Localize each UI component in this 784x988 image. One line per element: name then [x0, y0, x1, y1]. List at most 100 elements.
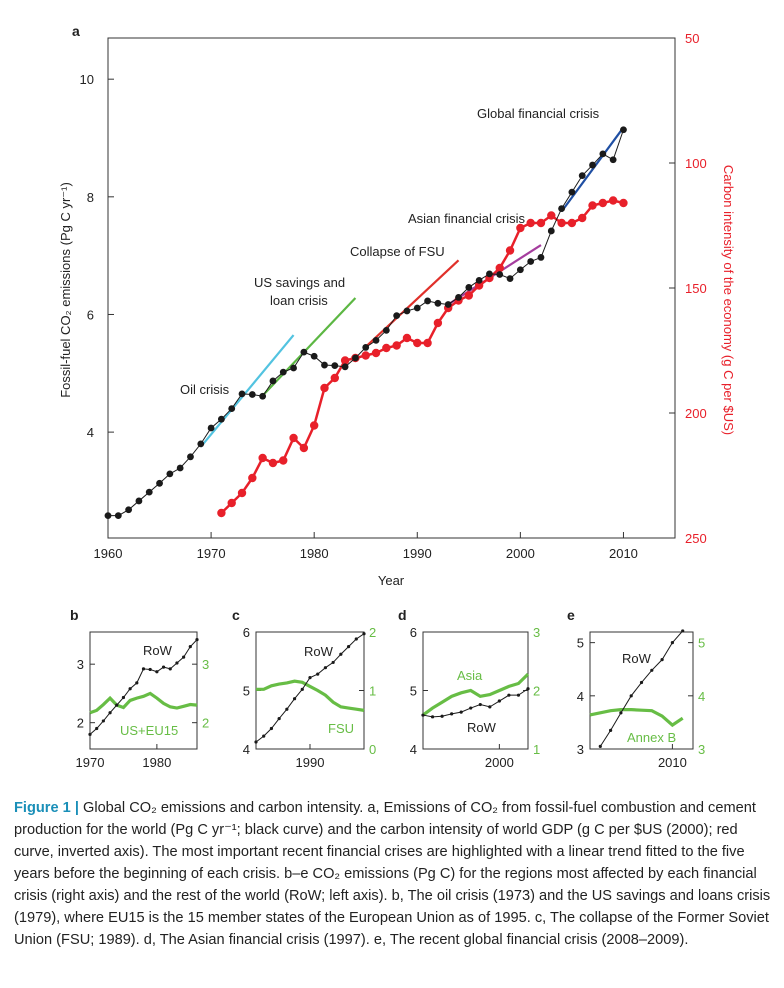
panel-d-ytick-right-label: 2	[533, 684, 540, 699]
panel-e-ytick-right-label: 3	[698, 742, 705, 757]
carbon-intensity-point	[413, 338, 422, 348]
panel-c-xtick-label: 1990	[296, 755, 325, 770]
panel-a-ytick-right-label: 150	[685, 281, 707, 296]
panel-c-row-point	[292, 697, 297, 701]
co2-emissions-point	[135, 497, 143, 505]
co2-emissions-point	[331, 362, 339, 370]
panel-c-row-point	[354, 637, 358, 641]
panel-d-xtick-label: 2000	[485, 755, 514, 770]
panel-a-ytick-left-label: 6	[87, 307, 94, 322]
panel-b-ytick-right-label: 2	[202, 716, 209, 731]
panel-c-ytick-right-label: 1	[369, 684, 376, 699]
panel-e-row-point	[681, 629, 685, 633]
panel-c-row-point	[323, 666, 328, 670]
co2-emissions-point	[176, 464, 184, 472]
panel-e-regional-line	[589, 708, 684, 728]
panel-e-ytick-right-label: 5	[698, 636, 705, 651]
panel-c-row-point	[269, 726, 274, 731]
panel-a-label: a	[72, 23, 80, 39]
panel-a-xtick-label: 1960	[94, 546, 123, 561]
co2-emissions-point	[455, 294, 462, 301]
co2-emissions-point	[125, 506, 133, 514]
panel-c-row-point	[254, 740, 258, 744]
carbon-intensity-point	[598, 198, 608, 208]
panel-c-row-point	[339, 652, 343, 656]
panel-c-ytick-left-label: 5	[243, 684, 250, 699]
co2-emissions-point	[248, 391, 256, 398]
carbon-intensity-point	[289, 433, 298, 443]
panel-d-row-point	[459, 710, 463, 714]
co2-emissions-point	[609, 156, 617, 164]
co2-emissions-point	[393, 312, 401, 320]
trend-line-2	[364, 259, 460, 348]
carbon-intensity-point	[227, 498, 236, 508]
co2-emissions-point	[352, 354, 359, 362]
co2-emissions-point	[475, 276, 483, 284]
carbon-intensity-point	[526, 218, 535, 228]
panel-a-ytick-right-label: 100	[685, 156, 707, 171]
panel-a-ytick-left-label: 10	[80, 72, 94, 87]
panel-a-xtick-label: 2000	[506, 546, 535, 561]
co2-emissions-point	[506, 275, 514, 282]
co2-emissions-point	[238, 390, 246, 398]
annotation-us-savings-line2: loan crisis	[270, 293, 328, 308]
panel-b-ytick-left-label: 3	[77, 657, 84, 672]
carbon-intensity-point	[516, 223, 525, 233]
panel-e-row-point	[598, 744, 602, 748]
carbon-intensity-point	[309, 421, 319, 430]
co2-emissions-point	[382, 326, 390, 334]
annotation-asian-crisis: Asian financial crisis	[408, 211, 526, 226]
panel-d-ytick-left-label: 5	[410, 684, 417, 699]
carbon-intensity-point	[578, 213, 587, 223]
panel-b-regional-line	[89, 691, 198, 715]
carbon-intensity-point	[217, 508, 226, 518]
co2-emissions-point	[568, 188, 576, 196]
panel-a-xtick-label: 1980	[300, 546, 329, 561]
panel-c-series-label-1: FSU	[328, 721, 354, 736]
panel-b-row-point	[88, 732, 92, 736]
co2-emissions-point	[166, 470, 174, 478]
panel-d-row-point	[440, 714, 444, 718]
panel-d-series-label-0: Asia	[457, 668, 483, 683]
panel-a-ytick-right-label: 200	[685, 406, 707, 421]
panel-b-row-point	[195, 638, 199, 642]
co2-emissions-point	[114, 512, 122, 520]
panel-a-ytick-left-label: 4	[87, 425, 94, 440]
co2-emissions-point	[279, 368, 287, 376]
panel-c-row-point	[277, 716, 281, 721]
carbon-intensity-point	[361, 351, 370, 360]
carbon-intensity-point	[392, 341, 401, 350]
carbon-intensity-point	[505, 246, 515, 255]
co2-emissions-point	[269, 377, 277, 385]
co2-emissions-point	[259, 392, 267, 400]
caption-label: Figure 1 |	[14, 800, 79, 816]
trend-line-0	[199, 334, 295, 448]
panel-b-ytick-right-label: 3	[202, 657, 209, 672]
carbon-intensity-point	[279, 456, 288, 465]
carbon-intensity-point	[248, 473, 257, 483]
panel-a-ytick-right-label: 50	[685, 31, 699, 46]
panel-a-ylabel-right: Carbon intensity of the economy (g C per…	[721, 165, 736, 435]
co2-emissions-point	[362, 344, 370, 351]
panel-d-ytick-left-label: 6	[410, 625, 417, 640]
panel-b-label: b	[70, 607, 79, 623]
co2-emissions-point	[424, 297, 431, 305]
panel-d-row-point	[488, 705, 492, 709]
co2-emissions-point	[372, 336, 380, 344]
panel-c-regional-line	[256, 679, 365, 712]
panel-e-row-point	[650, 668, 654, 672]
panel-d-label: d	[398, 607, 407, 623]
panel-e-row-point	[609, 728, 613, 732]
carbon-intensity-point	[340, 356, 350, 365]
co2-emissions-point	[290, 364, 297, 372]
panel-c-row-point	[285, 707, 289, 711]
panel-d-ytick-right-label: 1	[533, 742, 540, 757]
co2-emissions-point	[620, 126, 627, 134]
panel-d-row-point	[507, 693, 511, 697]
carbon-intensity-point	[567, 218, 577, 228]
carbon-intensity-point	[258, 453, 267, 463]
co2-emissions-point	[599, 150, 607, 158]
panel-a-xtick-label: 1970	[197, 546, 226, 561]
panel-e-row-point	[660, 658, 664, 662]
panel-b-row-point	[115, 703, 119, 707]
